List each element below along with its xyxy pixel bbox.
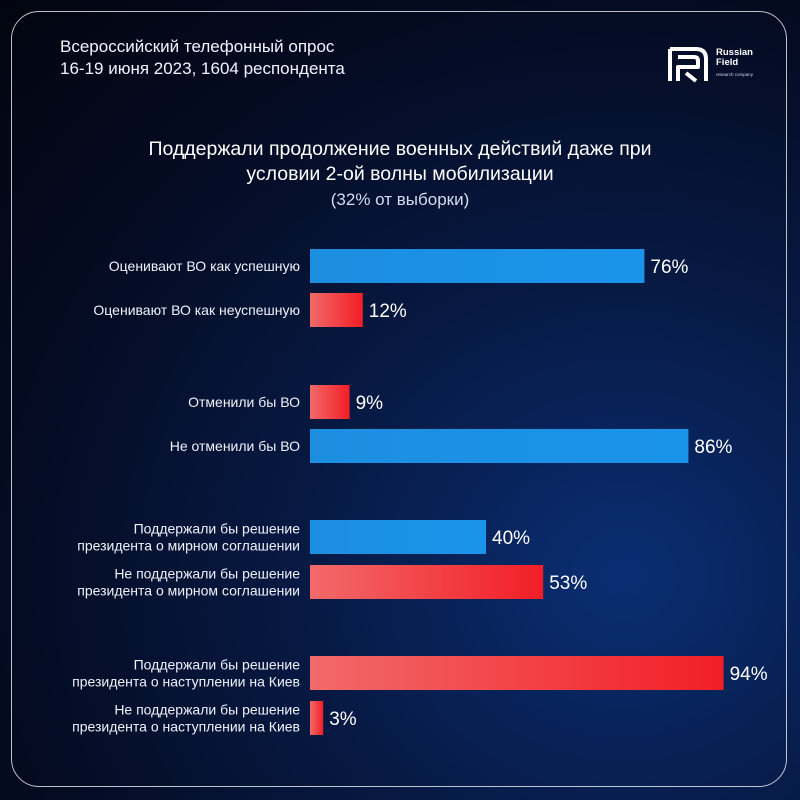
category-label-5: Поддержали бы решение президента о мирном… bbox=[77, 521, 300, 554]
category-label-line: Отменили бы ВО bbox=[188, 394, 300, 410]
chart-title-line1: Поддержали продолжение военных действий … bbox=[148, 138, 652, 160]
category-label-line: Оценивают ВО как неуспешную bbox=[93, 302, 300, 318]
bar-value-label-2: 12% bbox=[369, 301, 407, 322]
category-label-line: Поддержали бы решение bbox=[134, 521, 301, 537]
bar-5 bbox=[310, 520, 486, 554]
bar-2 bbox=[310, 293, 363, 327]
bar-value-label-6: 53% bbox=[549, 573, 587, 594]
chart-title: Поддержали продолжение военных действий … bbox=[0, 137, 800, 187]
chart-subtitle: (32% от выборки) bbox=[330, 190, 470, 209]
logo-line2: Field bbox=[716, 57, 739, 68]
survey-header: Всероссийский телефонный опрос 16-19 июн… bbox=[60, 36, 345, 80]
survey-header-line2: 16-19 июня 2023, 1604 респондента bbox=[60, 59, 345, 78]
bar-value-label-5: 40% bbox=[492, 528, 530, 549]
category-label-2: Оценивают ВО как неуспешную bbox=[93, 302, 300, 318]
bar-value-label-7: 94% bbox=[730, 664, 768, 685]
logo-wordmark: Russian Field bbox=[716, 48, 753, 68]
bar-7 bbox=[310, 656, 724, 690]
category-label-line: Оценивают ВО как успешную bbox=[109, 258, 300, 274]
category-label-3: Отменили бы ВО bbox=[188, 394, 300, 410]
bar-value-label-4: 86% bbox=[694, 437, 732, 458]
bar-6 bbox=[310, 565, 544, 599]
bar-4 bbox=[310, 429, 689, 463]
category-label-4: Не отменили бы ВО bbox=[170, 438, 300, 454]
logo-subtitle: research company bbox=[716, 72, 754, 77]
russian-field-logo: Russian Field research company bbox=[666, 45, 766, 85]
bar-value-label-3: 9% bbox=[356, 393, 384, 414]
bar-value-label-1: 76% bbox=[650, 257, 688, 278]
bar-1 bbox=[310, 249, 645, 283]
category-label-line: Не поддержали бы решение bbox=[114, 566, 300, 582]
category-label-1: Оценивают ВО как успешную bbox=[109, 258, 300, 274]
logo-line1: Russian bbox=[716, 47, 753, 58]
category-label-line: президента о наступлении на Киев bbox=[72, 719, 300, 735]
category-label-line: Поддержали бы решение bbox=[134, 657, 301, 673]
bar-value-label-8: 3% bbox=[329, 709, 357, 730]
logo-mark-icon bbox=[668, 47, 708, 83]
category-label-line: президента о мирном соглашении bbox=[77, 538, 300, 554]
category-label-6: Не поддержали бы решение президента о мир… bbox=[77, 566, 300, 599]
category-label-line: президента о мирном соглашении bbox=[77, 583, 300, 599]
category-label-7: Поддержали бы решение президента о наступ… bbox=[72, 657, 300, 690]
card-frame bbox=[11, 11, 787, 787]
chart-title-line2: условии 2-ой волны мобилизации bbox=[246, 163, 554, 185]
survey-header-line1: Всероссийский телефонный опрос bbox=[60, 37, 335, 56]
category-label-line: Не отменили бы ВО bbox=[170, 438, 300, 454]
category-label-8: Не поддержали бы решение президента о нас… bbox=[72, 702, 300, 735]
category-label-line: президента о наступлении на Киев bbox=[72, 674, 300, 690]
category-label-line: Не поддержали бы решение bbox=[114, 702, 300, 718]
bar-8 bbox=[310, 701, 324, 735]
bar-3 bbox=[310, 385, 350, 419]
